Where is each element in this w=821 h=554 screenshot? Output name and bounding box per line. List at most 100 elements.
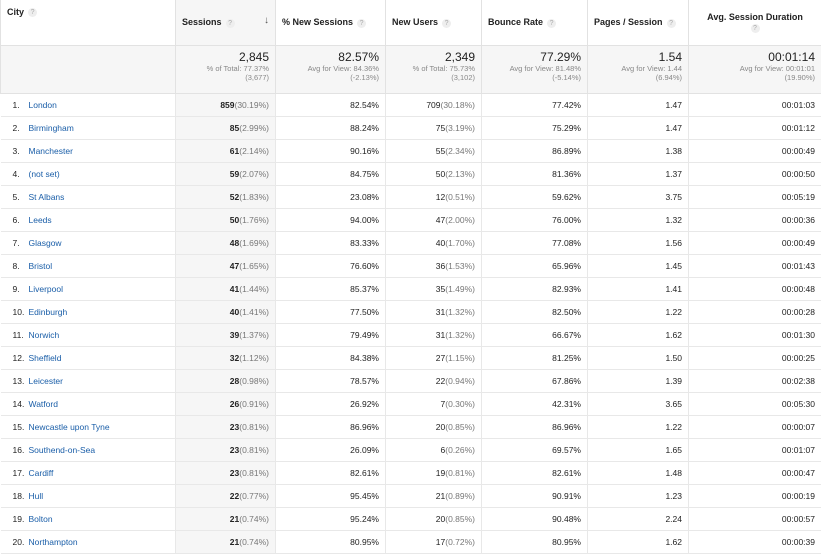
column-header-bounce-rate[interactable]: Bounce Rate? (482, 0, 588, 46)
sessions-cell: 23(0.81%) (176, 416, 276, 439)
new-users-cell: 40(1.70%) (386, 232, 482, 255)
new-users-percent: (0.51%) (445, 192, 475, 202)
help-icon[interactable]: ? (28, 8, 37, 17)
city-link[interactable]: Hull (29, 491, 44, 501)
city-link[interactable]: Cardiff (29, 468, 54, 478)
bounce-rate-cell: 81.36% (482, 163, 588, 186)
city-link[interactable]: Newcastle upon Tyne (29, 422, 110, 432)
new-users-percent: (0.30%) (445, 399, 475, 409)
bounce-rate-cell: 75.29% (482, 117, 588, 140)
city-link[interactable]: Norwich (29, 330, 60, 340)
column-header-new-sessions[interactable]: % New Sessions? (276, 0, 386, 46)
city-link[interactable]: Bolton (29, 514, 53, 524)
city-link[interactable]: St Albans (29, 192, 65, 202)
new-users-percent: (0.26%) (445, 445, 475, 455)
city-link[interactable]: Liverpool (29, 284, 64, 294)
avg-duration-cell: 00:01:03 (689, 94, 821, 117)
column-header-pages-session[interactable]: Pages / Session? (588, 0, 689, 46)
city-link[interactable]: Glasgow (29, 238, 62, 248)
city-cell: 16.Southend-on-Sea (1, 439, 176, 462)
new-sessions-cell: 95.45% (276, 485, 386, 508)
sessions-cell: 59(2.07%) (176, 163, 276, 186)
totals-new-users: 2,349 % of Total: 75.73% (3,102) (386, 46, 482, 94)
table-row: 4.(not set)59(2.07%)84.75%50(2.13%)81.36… (1, 163, 821, 186)
help-icon[interactable]: ? (667, 19, 676, 28)
avg-duration-cell: 00:00:19 (689, 485, 821, 508)
city-cell: 1.London (1, 94, 176, 117)
sessions-value: 47 (230, 261, 239, 271)
column-header-avg-session-duration[interactable]: Avg. Session Duration? (689, 0, 821, 46)
totals-avg-duration: 00:01:14 Avg for View: 00:01:01 (19.90%) (689, 46, 821, 94)
totals-subtext: % of Total: 75.73% (392, 64, 475, 73)
help-icon[interactable]: ? (357, 19, 366, 28)
new-users-percent: (0.89%) (445, 491, 475, 501)
new-sessions-cell: 78.57% (276, 370, 386, 393)
bounce-rate-cell: 86.89% (482, 140, 588, 163)
sessions-cell: 28(0.98%) (176, 370, 276, 393)
help-icon[interactable]: ? (751, 24, 760, 33)
sessions-percent: (1.69%) (239, 238, 269, 248)
city-link[interactable]: London (29, 100, 57, 110)
help-icon[interactable]: ? (547, 19, 556, 28)
bounce-rate-cell: 66.67% (482, 324, 588, 347)
column-header-new-users[interactable]: New Users? (386, 0, 482, 46)
pages-session-cell: 1.22 (588, 416, 689, 439)
totals-subtext: % of Total: 77.37% (182, 64, 269, 73)
city-link[interactable]: Sheffield (29, 353, 62, 363)
city-link[interactable]: Manchester (29, 146, 73, 156)
city-link[interactable]: Southend-on-Sea (29, 445, 96, 455)
sessions-percent: (0.81%) (239, 445, 269, 455)
sessions-cell: 85(2.99%) (176, 117, 276, 140)
avg-duration-cell: 00:05:30 (689, 393, 821, 416)
new-users-cell: 31(1.32%) (386, 324, 482, 347)
help-icon[interactable]: ? (226, 19, 235, 28)
avg-duration-cell: 00:00:49 (689, 232, 821, 255)
column-header-pages-session-label: Pages / Session (594, 17, 663, 27)
new-users-percent: (0.81%) (445, 468, 475, 478)
pages-session-cell: 1.65 (588, 439, 689, 462)
city-link[interactable]: (not set) (29, 169, 60, 179)
bounce-rate-cell: 82.61% (482, 462, 588, 485)
new-users-percent: (3.19%) (445, 123, 475, 133)
sessions-value: 40 (230, 307, 239, 317)
new-users-value: 31 (436, 330, 445, 340)
city-link[interactable]: Edinburgh (29, 307, 68, 317)
city-link[interactable]: Bristol (29, 261, 53, 271)
new-users-cell: 19(0.81%) (386, 462, 482, 485)
row-index: 18. (13, 491, 29, 501)
city-cell: 7.Glasgow (1, 232, 176, 255)
city-cell: 2.Birmingham (1, 117, 176, 140)
column-header-city[interactable]: City? (1, 0, 176, 46)
help-icon[interactable]: ? (442, 19, 451, 28)
avg-duration-cell: 00:01:12 (689, 117, 821, 140)
pages-session-cell: 3.65 (588, 393, 689, 416)
sessions-value: 23 (230, 445, 239, 455)
city-link[interactable]: Watford (29, 399, 58, 409)
row-index: 16. (13, 445, 29, 455)
new-users-value: 12 (436, 192, 445, 202)
new-sessions-cell: 77.50% (276, 301, 386, 324)
sessions-cell: 47(1.65%) (176, 255, 276, 278)
city-link[interactable]: Birmingham (29, 123, 74, 133)
pages-session-cell: 1.47 (588, 117, 689, 140)
city-link[interactable]: Leicester (29, 376, 64, 386)
city-link[interactable]: Northampton (29, 537, 78, 547)
new-sessions-cell: 86.96% (276, 416, 386, 439)
new-users-value: 31 (436, 307, 445, 317)
totals-value: 1.54 (594, 51, 682, 64)
new-users-percent: (2.00%) (445, 215, 475, 225)
sort-descending-icon[interactable]: ↓ (264, 15, 269, 26)
bounce-rate-cell: 86.96% (482, 416, 588, 439)
pages-session-cell: 1.22 (588, 301, 689, 324)
column-header-sessions[interactable]: Sessions?↓ (176, 0, 276, 46)
city-link[interactable]: Leeds (29, 215, 52, 225)
